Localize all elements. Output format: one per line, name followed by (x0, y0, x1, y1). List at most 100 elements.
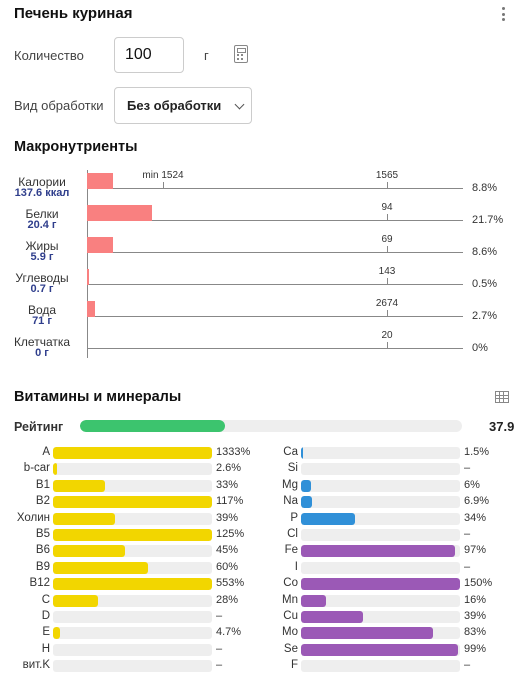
macro-norm-tick (387, 214, 388, 220)
macro-percent: 21.7% (472, 214, 504, 226)
nutrient-row: B6 45% Fe 97% (0, 543, 518, 559)
vitamin-percent: 33% (216, 478, 239, 491)
processing-select[interactable]: Без обработки (114, 87, 252, 124)
table-view-icon[interactable] (495, 391, 509, 403)
calculator-icon[interactable] (234, 45, 248, 63)
nutrient-row: D – Cu 39% (0, 609, 518, 625)
mineral-bar-fill (301, 578, 460, 591)
chevron-down-icon (234, 99, 245, 110)
vitamin-percent: 60% (216, 560, 239, 573)
mineral-percent: – (464, 462, 471, 475)
vitamin-percent: – (216, 642, 223, 655)
vitamin-percent: 117% (216, 495, 244, 508)
mineral-bar-fill (301, 447, 304, 459)
mineral-percent: 150% (464, 577, 493, 590)
macro-row: Вода 71 г 2674 2.7% (0, 298, 518, 333)
mineral-name: Mg (282, 478, 298, 491)
quantity-input[interactable] (114, 37, 184, 73)
nutrient-row: b-car 2.6% Si – (0, 461, 518, 477)
vitamin-name: A (42, 446, 50, 458)
macros-section-title: Макронутриенты (14, 139, 138, 155)
vitamin-name: B5 (35, 528, 50, 540)
macro-row: Жиры 5.9 г 69 8.6% (0, 234, 518, 269)
macro-norm-tick (387, 278, 388, 284)
mineral-percent: 97% (464, 544, 487, 557)
mineral-name: F (290, 659, 298, 672)
vitamin-percent: 1333% (216, 446, 251, 458)
vitamin-name: E (42, 626, 50, 639)
processing-label: Вид обработки (14, 98, 104, 113)
vitamin-bar (53, 512, 212, 525)
mineral-name: P (290, 511, 298, 524)
mineral-percent: – (464, 528, 471, 540)
mineral-name: Cl (287, 528, 298, 540)
macro-norm-label: 20 (381, 330, 393, 341)
mineral-bar-fill (301, 512, 356, 525)
mineral-name: Ca (283, 446, 298, 458)
mineral-percent: 99% (464, 642, 487, 655)
macro-amount: 0.7 г (30, 283, 54, 295)
vitamin-name: B1 (35, 478, 50, 491)
more-options-icon[interactable] (496, 4, 510, 24)
mineral-percent: 34% (464, 511, 487, 524)
macro-percent: 2.7% (472, 310, 498, 322)
mineral-bar (301, 545, 460, 558)
vitamin-bar-fill (53, 463, 58, 476)
vitamin-name: Холин (16, 511, 50, 524)
macro-percent: 8.6% (472, 246, 498, 258)
vitamin-percent: 4.7% (216, 626, 242, 639)
vitamin-bar-fill (53, 545, 125, 558)
macro-amount: 20.4 г (27, 219, 57, 231)
mineral-percent: 39% (464, 610, 487, 622)
mineral-bar (301, 463, 460, 476)
mineral-bar (301, 447, 460, 459)
vitamin-bar-fill (53, 578, 212, 591)
macro-percent: 8.8% (472, 182, 498, 194)
vitamin-bar (53, 627, 212, 640)
vitamin-percent: 45% (216, 544, 239, 557)
macro-norm-label: 1565 (375, 170, 399, 181)
vitamin-percent: – (216, 610, 223, 622)
macro-norm-tick (387, 246, 388, 252)
mineral-percent: – (464, 659, 471, 672)
mineral-name: Na (283, 495, 298, 508)
mineral-bar (301, 496, 460, 509)
macro-baseline (87, 284, 463, 285)
macro-bar (87, 173, 114, 189)
mineral-bar (301, 627, 460, 640)
macro-norm-label: 94 (381, 202, 393, 213)
vitamin-name: D (41, 610, 50, 622)
rating-label: Рейтинг (14, 420, 64, 434)
vitamin-bar (53, 611, 212, 623)
vitamin-bar (53, 643, 212, 656)
processing-selected-value: Без обработки (127, 98, 222, 113)
nutrient-row: B12 553% Co 150% (0, 576, 518, 592)
mineral-name: Mn (282, 593, 298, 606)
vitamin-name: C (41, 593, 50, 606)
macro-baseline (87, 348, 463, 349)
vitamin-bar (53, 496, 212, 509)
vitamins-section-title: Витамины и минералы (14, 389, 182, 405)
mineral-bar (301, 512, 460, 525)
macro-row: Калории 137.6 ккал 1565 min 1524 8.8% (0, 170, 518, 205)
macro-percent: 0% (472, 342, 488, 354)
macro-baseline (87, 220, 463, 221)
macro-row: Углеводы 0.7 г 143 0.5% (0, 266, 518, 301)
vitamin-bar (53, 578, 212, 591)
vitamin-bar (53, 561, 212, 574)
mineral-bar (301, 611, 460, 623)
mineral-bar-fill (301, 496, 312, 509)
macro-norm-tick (387, 342, 388, 348)
mineral-percent: 83% (464, 626, 487, 639)
nutrient-row: E 4.7% Mo 83% (0, 625, 518, 641)
macro-bar (87, 205, 153, 221)
mineral-name: I (294, 560, 298, 573)
macro-norm-label: 2674 (375, 298, 399, 309)
page-title: Печень куриная (14, 5, 133, 22)
nutrient-row: B1 33% Mg 6% (0, 478, 518, 494)
nutrient-row: Холин 39% P 34% (0, 511, 518, 527)
mineral-bar (301, 578, 460, 591)
rating-bar (80, 420, 462, 432)
mineral-bar-fill (301, 627, 433, 640)
mineral-percent: 1.5% (464, 446, 490, 458)
